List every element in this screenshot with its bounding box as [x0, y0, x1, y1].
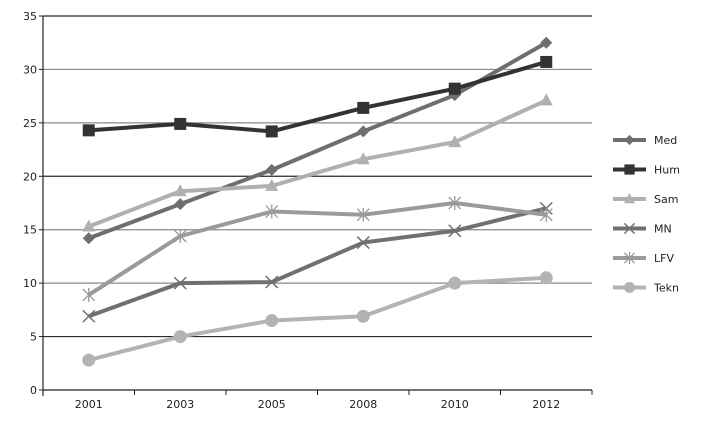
y-tick-label: 30	[23, 63, 37, 76]
x-tick-label: 2005	[258, 398, 286, 411]
legend-item-tekn: Tekn	[613, 282, 679, 295]
square-marker-icon	[624, 164, 635, 175]
series-lfv	[82, 196, 553, 302]
x-tick-label: 2001	[75, 398, 103, 411]
legend-label: Tekn	[653, 282, 679, 295]
star-marker-icon	[623, 252, 636, 264]
square-marker-icon	[82, 124, 95, 137]
x-axis-ticks: 2001 2003 2005 2008 2010 2012	[42, 390, 593, 411]
series-line	[88, 275, 547, 363]
triangle-marker-icon	[356, 152, 370, 165]
y-tick-label: 15	[23, 224, 37, 237]
y-axis-ticks: 0 5 10 15 20 25 30 35	[23, 10, 43, 397]
triangle-marker-icon	[448, 135, 462, 148]
circle-marker-icon	[173, 330, 187, 344]
x-marker-icon	[173, 276, 187, 290]
triangle-marker-icon	[82, 219, 96, 232]
y-tick-label: 0	[30, 384, 37, 397]
series-hum	[82, 55, 553, 138]
legend-item-hum: Hum	[613, 164, 680, 177]
legend-label: MN	[654, 223, 672, 236]
star-marker-icon	[448, 196, 462, 210]
legend-label: Hum	[654, 164, 680, 177]
y-tick-label: 20	[23, 170, 37, 183]
y-tick-label: 10	[23, 277, 37, 290]
diamond-marker-icon	[540, 36, 553, 49]
x-marker-icon	[356, 236, 370, 250]
diamond-marker-icon	[624, 134, 635, 146]
legend-item-med: Med	[613, 134, 677, 147]
circle-marker-icon	[539, 271, 553, 285]
legend: Med Hum Sam MN LFV Tekn	[613, 134, 680, 295]
series-line	[88, 60, 547, 134]
series-med	[82, 36, 553, 245]
diamond-marker-icon	[82, 232, 95, 245]
y-tick-label: 25	[23, 117, 37, 130]
circle-marker-icon	[448, 276, 462, 290]
square-marker-icon	[448, 82, 461, 95]
series-tekn	[82, 271, 553, 367]
legend-item-sam: Sam	[613, 193, 678, 206]
square-marker-icon	[540, 55, 553, 68]
series-line	[88, 206, 547, 319]
series-lines	[82, 36, 553, 367]
triangle-marker-icon	[539, 93, 553, 106]
series-line	[88, 40, 548, 241]
y-tick-label: 5	[30, 331, 37, 344]
x-marker-icon	[448, 224, 462, 238]
star-marker-icon	[356, 207, 370, 222]
square-marker-icon	[357, 101, 370, 114]
x-tick-label: 2008	[349, 398, 377, 411]
triangle-marker-icon	[265, 178, 279, 191]
diamond-marker-icon	[265, 163, 278, 176]
star-marker-icon	[82, 287, 96, 302]
square-marker-icon	[265, 125, 278, 138]
circle-marker-icon	[356, 309, 370, 323]
series-mn	[82, 201, 553, 323]
x-marker-icon	[265, 275, 279, 289]
series-line	[87, 201, 547, 297]
legend-item-lfv: LFV	[613, 252, 674, 265]
x-tick-label: 2003	[166, 398, 194, 411]
diamond-marker-icon	[357, 125, 370, 138]
x-marker-icon	[82, 309, 96, 323]
diamond-marker-icon	[174, 198, 187, 211]
circle-marker-icon	[265, 314, 279, 328]
star-marker-icon	[265, 204, 279, 219]
x-marker-icon	[623, 222, 636, 235]
x-tick-label: 2012	[532, 398, 560, 411]
star-marker-icon	[173, 229, 187, 244]
square-marker-icon	[174, 117, 187, 130]
legend-label: LFV	[654, 252, 674, 265]
star-marker-icon	[539, 207, 553, 222]
x-tick-label: 2010	[441, 398, 469, 411]
triangle-marker-icon	[173, 184, 187, 197]
triangle-marker-icon	[623, 193, 636, 204]
series-sam	[82, 93, 553, 232]
legend-item-mn: MN	[613, 223, 672, 236]
y-tick-label: 35	[23, 10, 37, 23]
gridlines	[43, 15, 592, 338]
legend-label: Sam	[654, 193, 678, 206]
series-line	[88, 98, 548, 229]
circle-marker-icon	[82, 353, 96, 367]
legend-label: Med	[654, 134, 677, 147]
circle-marker-icon	[623, 281, 636, 294]
